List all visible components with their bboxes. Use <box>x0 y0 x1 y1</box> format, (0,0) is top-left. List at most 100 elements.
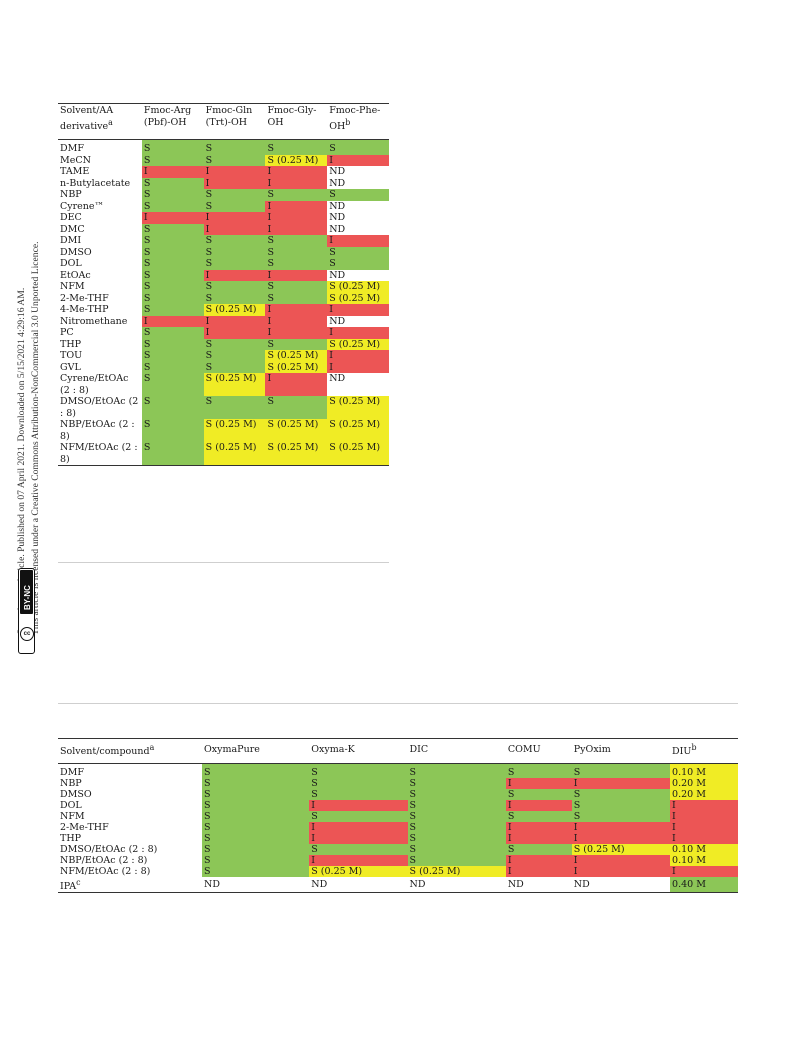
solubility-cell: I <box>670 833 738 845</box>
solubility-cell: S <box>203 258 266 270</box>
footnote-marker: a <box>149 743 155 752</box>
solubility-cell: I <box>309 800 408 812</box>
solubility-cell: I <box>327 304 389 316</box>
column-header-label: Fmoc-Phe-OH <box>329 105 381 133</box>
solubility-cell: S <box>265 396 328 420</box>
solubility-cell: S <box>407 763 506 779</box>
divider <box>58 703 738 704</box>
solubility-cell: I <box>327 154 389 167</box>
solubility-cell: ND <box>329 373 346 385</box>
table-row: DOL S S S S <box>58 258 389 270</box>
solvent-cell: DMSO/EtOAc (2 : 8) <box>58 844 202 855</box>
solubility-cell: I <box>203 177 266 190</box>
solubility-cell: S <box>141 396 204 420</box>
footnote-marker: a <box>108 118 113 127</box>
solvent-name: NFM <box>60 281 85 293</box>
solubility-cell: S (0.25 M) <box>265 442 328 466</box>
solubility-cell: S <box>202 800 310 812</box>
solubility-cell: S (0.25 M) <box>203 373 266 397</box>
solvent-name: NBP <box>60 778 82 790</box>
table-row: MeCN S S S (0.25 M) I <box>58 154 389 167</box>
column-header: DIC <box>408 739 506 764</box>
solubility-cell: S <box>505 811 572 823</box>
solubility-cell: 0.20 M <box>670 789 738 801</box>
solubility-cell: S <box>265 338 328 351</box>
table-row: DMSO S S S S S 0.20 M <box>58 789 738 801</box>
column-header: Fmoc-Phe-OHb <box>327 104 389 140</box>
solubility-cell: S <box>203 139 266 155</box>
solubility-cell: S <box>407 855 506 867</box>
solubility-cell: S <box>265 292 328 305</box>
solubility-cell: I <box>327 235 389 247</box>
solvent-cell: GVL <box>58 362 142 374</box>
solubility-cell: S <box>203 338 266 351</box>
solubility-cell: S <box>141 223 204 236</box>
solvent-cell: Nitromethane <box>58 316 142 328</box>
solvent-cell: NFM <box>58 811 202 822</box>
column-header: Oxyma-K <box>309 739 407 764</box>
solvent-cell: 2-Me-THF <box>58 293 142 305</box>
solubility-cell: S (0.25 M) <box>265 419 328 443</box>
solubility-cell: S <box>141 139 204 155</box>
footnote-marker: b <box>345 118 351 127</box>
solubility-cell: ND <box>507 879 524 891</box>
column-header-label: Solvent/AA derivative <box>60 105 114 133</box>
solubility-cell: ND <box>329 166 346 178</box>
solubility-cell: I <box>141 166 204 178</box>
table-row: Nitromethane I I I ND <box>58 315 389 328</box>
solubility-cell: S <box>505 789 572 801</box>
table-row: DMSO S S S S <box>58 246 389 259</box>
solubility-cell: S <box>571 811 671 823</box>
solubility-cell: I <box>505 822 572 834</box>
solubility-cell: I <box>203 315 266 328</box>
table-row: IPAc ND ND ND ND ND 0.40 M <box>58 877 738 893</box>
solvent-name: DEC <box>60 212 82 224</box>
solubility-cell: S <box>327 189 389 201</box>
solubility-cell: S <box>309 789 408 801</box>
solubility-cell: S <box>265 246 328 259</box>
cc-license-badge[interactable]: BY-NC cc <box>18 568 35 654</box>
badge-label: BY-NC <box>23 585 32 610</box>
solubility-cell: S <box>407 833 506 845</box>
solubility-cell: ND <box>204 879 220 891</box>
solvent-cell: TOU <box>58 350 142 362</box>
aa-solubility-table: Solvent/AA derivativea Fmoc-Arg (Pbf)-OH F… <box>58 103 389 466</box>
solubility-cell: S (0.25 M) <box>327 338 389 351</box>
solubility-cell: S <box>202 833 310 845</box>
table-row: NFM S S S S S I <box>58 811 738 823</box>
table-row: 4-Me-THP S S (0.25 M) I I <box>58 304 389 316</box>
solvent-name: DMC <box>60 223 85 235</box>
solubility-cell: S (0.25 M) <box>327 419 389 443</box>
solubility-cell: 0.10 M <box>670 855 738 867</box>
solubility-cell: S <box>202 789 310 801</box>
solvent-cell: IPAc <box>58 877 202 893</box>
column-header-label: OxymaPure <box>204 744 260 756</box>
column-header-label: PyOxim <box>573 744 611 756</box>
solubility-cell: S (0.25 M) <box>327 396 389 420</box>
solvent-name: Nitromethane <box>60 315 128 327</box>
solubility-cell: I <box>670 800 738 812</box>
solubility-cell: S <box>141 281 204 293</box>
solubility-cell: S <box>202 811 310 823</box>
table-body: DMF S S S S S 0.10 M NBP S S S I I 0.20 M DMSO S S S S S 0.2… <box>58 763 738 893</box>
solvent-name: 4-Me-THP <box>60 304 109 316</box>
solubility-cell: S <box>407 800 506 812</box>
solubility-cell: I <box>203 223 266 236</box>
solubility-cell: S <box>327 246 389 259</box>
column-header: Solvent/AA derivativea <box>58 104 142 140</box>
solubility-cell: I <box>327 350 389 362</box>
solubility-cell: ND <box>573 879 590 891</box>
solubility-cell: S <box>571 763 671 779</box>
solubility-cell: I <box>505 866 572 878</box>
solubility-cell: S <box>203 350 266 362</box>
solubility-cell: S <box>309 844 408 856</box>
solubility-cell: 0.20 M <box>670 778 738 790</box>
solvent-cell: MeCN <box>58 155 142 167</box>
table-row: EtOAc S I I ND <box>58 269 389 282</box>
solubility-cell: S <box>203 281 266 293</box>
solubility-cell: S (0.25 M) <box>571 844 671 856</box>
column-header-label: Fmoc-Arg (Pbf)-OH <box>143 105 192 128</box>
solvent-cell: 2-Me-THF <box>58 822 202 833</box>
solubility-cell: S (0.25 M) <box>265 350 328 362</box>
solvent-name: 2-Me-THF <box>60 822 109 834</box>
